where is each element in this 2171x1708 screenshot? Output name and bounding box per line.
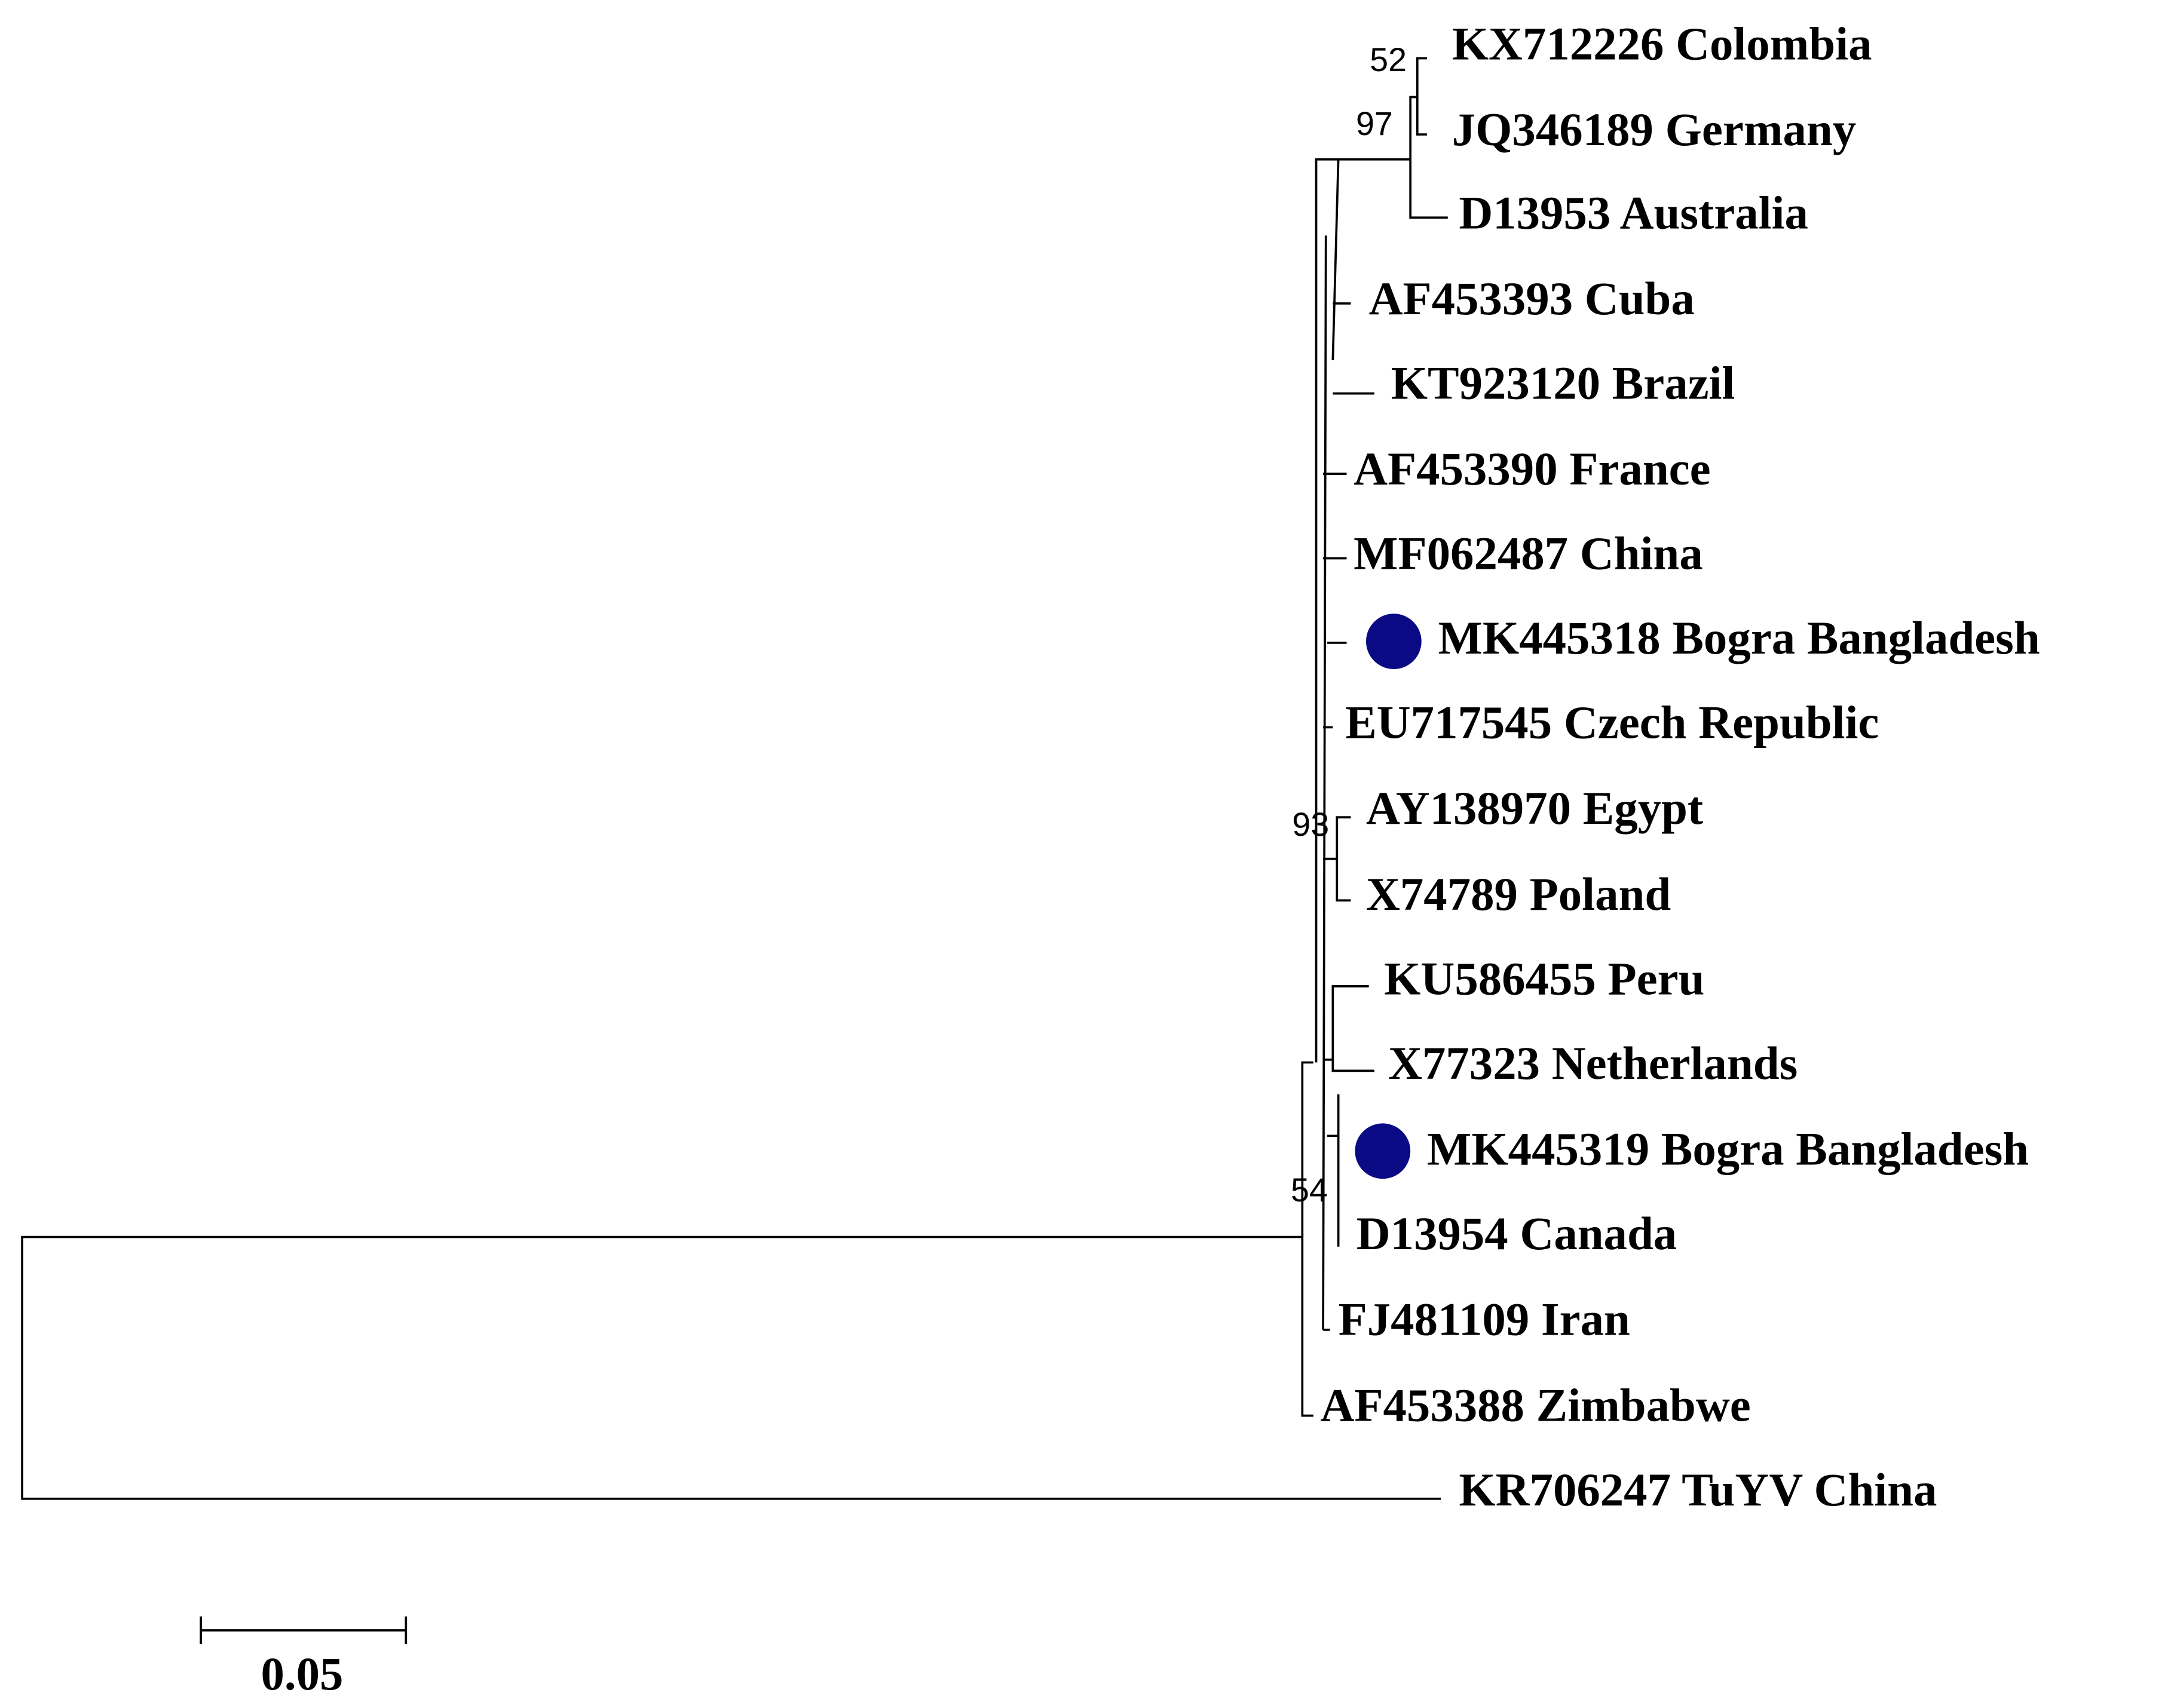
leaf-label: KX712226 Colombia [1452, 18, 1872, 70]
scale-label: 0.05 [261, 1648, 343, 1700]
bootstrap-value: 93 [1292, 806, 1329, 843]
leaf-label: EU717545 Czech Republic [1345, 697, 1879, 749]
leaf-label: MK445319 Bogra Bangladesh [1427, 1124, 2029, 1176]
leaf-label: KT923120 Brazil [1391, 357, 1735, 409]
marker [1365, 614, 1422, 669]
scale-bar: 0.05 [200, 1616, 408, 1700]
bootstrap-value: 54 [1291, 1172, 1328, 1209]
leaf-label: KR706247 TuYV China [1459, 1464, 1937, 1516]
leaf-label: D13953 Australia [1459, 187, 1808, 239]
leaf-label: AF453388 Zimbabwe [1320, 1379, 1750, 1431]
leaf-label: JQ346189 Germany [1452, 104, 1856, 156]
leaf-label: FJ481109 Iran [1339, 1294, 1630, 1346]
leaf-label: AF453390 France [1354, 443, 1711, 495]
leaf-label: D13954 Canada [1357, 1208, 1677, 1260]
leaf-label: KU586455 Peru [1384, 953, 1704, 1005]
bootstrap-value: 97 [1356, 105, 1393, 142]
leaf-label: MF062487 China [1354, 528, 1703, 580]
marker [1355, 1123, 1411, 1179]
leaf-label: X77323 Netherlands [1388, 1038, 1798, 1090]
bootstrap-value: 52 [1370, 41, 1407, 78]
leaf-label: MK445318 Bogra Bangladesh [1438, 612, 2040, 664]
leaf-label: X74789 Poland [1366, 869, 1671, 921]
leaf-label: AY138970 Egypt [1366, 783, 1703, 835]
branches [21, 57, 1448, 1500]
leaf-label: AF453393 Cuba [1369, 273, 1695, 325]
